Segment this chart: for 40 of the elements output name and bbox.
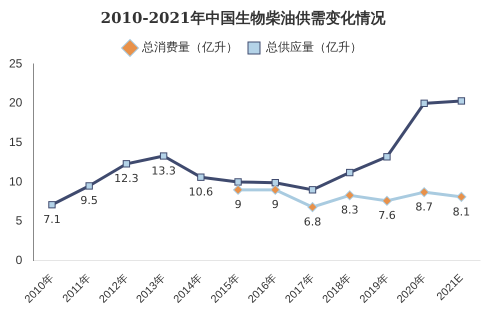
legend-label: 总消费量（亿升） xyxy=(141,40,238,54)
y-tick-label: 20 xyxy=(8,96,23,110)
point xyxy=(382,196,392,206)
point xyxy=(344,190,355,200)
point xyxy=(160,152,168,160)
point xyxy=(85,182,93,190)
data-label: 8.7 xyxy=(415,200,433,214)
data-label: 7.6 xyxy=(378,209,396,222)
point xyxy=(383,153,391,160)
point xyxy=(456,192,466,202)
data-label: 13.3 xyxy=(151,164,176,178)
chart-title: 2010-2021年中国生物柴油供需变化情况 xyxy=(100,8,386,27)
point xyxy=(419,187,430,198)
y-tick-label: 25 xyxy=(8,56,23,70)
point xyxy=(420,100,428,107)
data-label: 12.3 xyxy=(114,172,139,186)
point xyxy=(272,179,279,186)
point xyxy=(122,160,130,168)
y-tick-label: 5 xyxy=(16,214,23,228)
point xyxy=(48,201,56,208)
y-tick-label: 0 xyxy=(16,252,23,267)
data-label: 6.8 xyxy=(304,215,322,228)
point xyxy=(308,186,316,194)
data-label: 10.6 xyxy=(188,186,214,199)
data-label: 9.5 xyxy=(80,194,98,208)
point xyxy=(270,184,280,195)
legend-label: 总供应量（亿升） xyxy=(265,40,362,54)
data-label: 8.3 xyxy=(340,204,358,217)
point xyxy=(234,178,242,186)
y-tick-label: 10 xyxy=(8,174,23,188)
point xyxy=(197,174,205,181)
point xyxy=(346,168,354,176)
data-label: 9 xyxy=(272,198,279,212)
data-label: 7.1 xyxy=(43,213,61,226)
point xyxy=(233,184,244,195)
point xyxy=(308,202,318,212)
point xyxy=(458,97,466,105)
data-label: 9 xyxy=(234,198,242,212)
data-label: 8.1 xyxy=(452,205,470,218)
y-tick-label: 15 xyxy=(8,134,23,149)
